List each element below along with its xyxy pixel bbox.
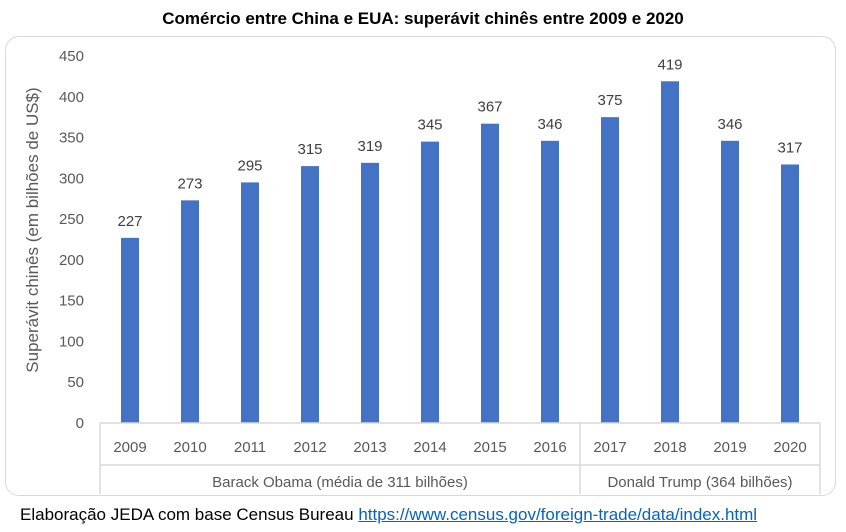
y-tick-label: 450 <box>59 48 84 65</box>
x-axis: 2009 2010 2011 2012 2013 2014 2015 2016 2017 2018… <box>100 422 820 456</box>
y-tick-label: 200 <box>59 252 84 269</box>
chart-title: Comércio entre China e EUA: superávit ch… <box>162 9 684 28</box>
data-labels: 227 273 295 315 319 345 367 346 375 419 346 317 <box>117 56 802 230</box>
y-tick-label: 400 <box>59 89 84 106</box>
bar-2016 <box>541 140 559 423</box>
data-label: 375 <box>597 92 622 109</box>
bar-2014 <box>421 141 439 423</box>
group-label: Donald Trump (364 bilhões) <box>607 474 792 491</box>
data-label: 315 <box>297 141 322 158</box>
bar-2013 <box>361 162 379 424</box>
y-tick-label: 300 <box>59 170 84 187</box>
x-tick-label: 2018 <box>653 439 686 456</box>
data-label: 346 <box>717 116 742 133</box>
x-tick-label: 2017 <box>593 439 626 456</box>
y-tick-label: 250 <box>59 211 84 228</box>
bars <box>121 81 799 424</box>
bar-2018 <box>661 81 679 423</box>
data-label: 345 <box>417 117 442 134</box>
bar-2015 <box>481 123 499 424</box>
x-tick-label: 2019 <box>713 439 746 456</box>
y-tick-label: 50 <box>67 374 84 391</box>
y-tick-label: 100 <box>59 333 84 350</box>
data-label: 273 <box>177 175 202 192</box>
x-tick-label: 2011 <box>234 439 266 456</box>
group-label: Barack Obama (média de 311 bilhões) <box>212 474 468 491</box>
y-tick-label: 150 <box>59 293 84 310</box>
x-tick-label: 2009 <box>113 439 146 456</box>
y-axis-label: Superávit chinês (em bilhões de US$) <box>23 87 42 372</box>
data-label: 227 <box>117 213 142 230</box>
bar-2017 <box>601 117 619 424</box>
x-tick-label: 2013 <box>353 439 386 456</box>
bar-2011 <box>241 182 259 423</box>
source-text: Elaboração JEDA com base Census Bureau <box>20 505 359 524</box>
x-tick-label: 2014 <box>413 439 446 456</box>
data-label: 346 <box>537 116 562 133</box>
x-tick-label: 2010 <box>173 439 206 456</box>
data-label: 317 <box>777 139 802 156</box>
bar-2020 <box>781 164 799 424</box>
x-axis-groups: Barack Obama (média de 311 bilhões) Donal… <box>99 423 821 494</box>
x-tick-label: 2020 <box>773 439 806 456</box>
y-tick-label: 0 <box>76 415 84 432</box>
chart-frame <box>5 36 836 496</box>
bar-2012 <box>301 166 319 423</box>
data-label: 367 <box>477 99 502 116</box>
data-label: 319 <box>357 138 382 155</box>
bar-2010 <box>181 200 199 423</box>
x-tick-label: 2016 <box>533 439 566 456</box>
data-label: 419 <box>657 56 682 73</box>
source-link[interactable]: https://www.census.gov/foreign-trade/dat… <box>358 505 758 524</box>
source-note: Elaboração JEDA com base Census Bureau h… <box>20 505 757 525</box>
bar-2009 <box>121 237 139 423</box>
y-tick-label: 350 <box>59 130 84 147</box>
bar-2019 <box>721 140 739 423</box>
data-label: 295 <box>237 157 262 174</box>
x-tick-label: 2015 <box>473 439 506 456</box>
x-tick-label: 2012 <box>293 439 326 456</box>
y-axis-tick-labels: 0 50 100 150 200 250 300 350 400 450 <box>59 48 84 432</box>
